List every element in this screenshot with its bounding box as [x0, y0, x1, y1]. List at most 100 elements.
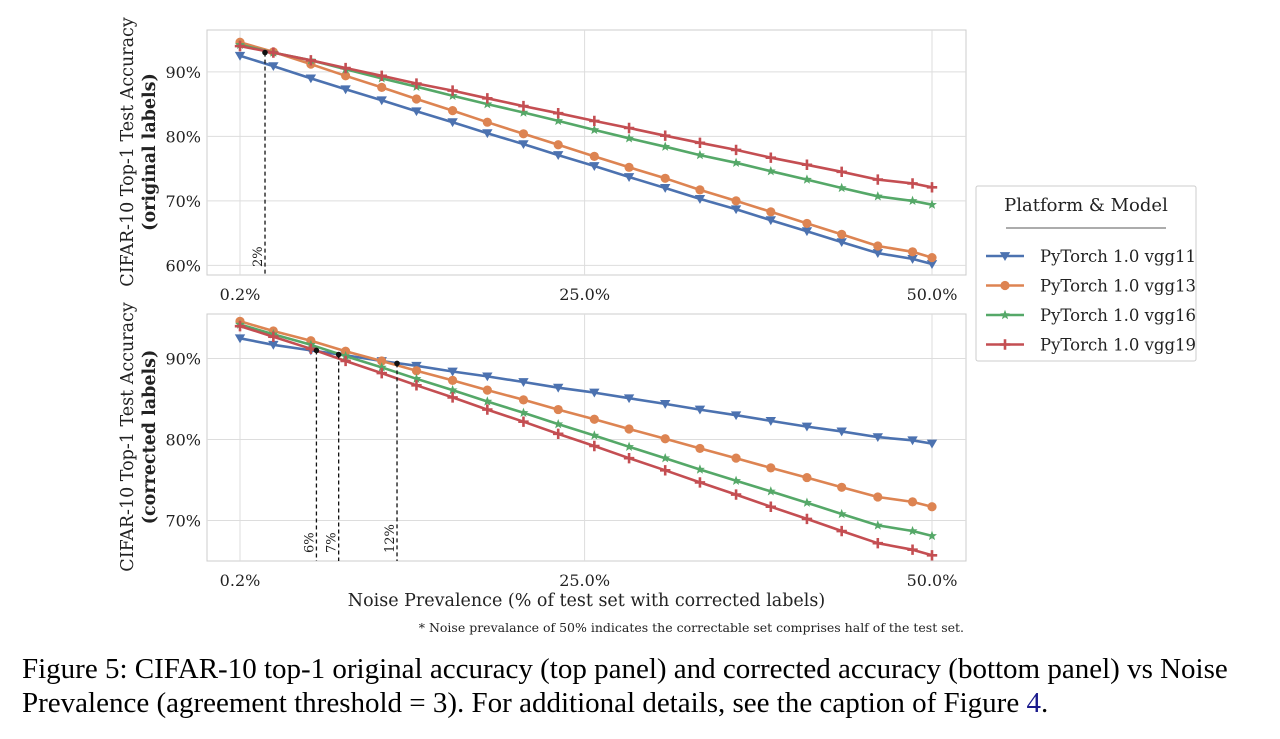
data-point: [305, 74, 317, 84]
data-point: [624, 441, 635, 452]
figure-caption: Figure 5: CIFAR-10 top-1 original accura…: [22, 652, 1262, 720]
data-point: [730, 411, 742, 421]
legend-label: PyTorch 1.0 vgg13: [1040, 277, 1196, 296]
data-point: [907, 525, 918, 536]
data-point: [695, 443, 705, 454]
data-point: [837, 229, 847, 239]
data-point: [872, 537, 884, 549]
data-point: [660, 130, 671, 141]
data-point: [623, 394, 635, 404]
chart-panels: 60% 70% 80% 90% 0.2% 25.0% 50.0% CIFAR-10 Top-1…: [118, 17, 967, 611]
legend-item-vgg19: PyTorch 1.0 vgg19: [986, 336, 1196, 355]
data-point: [482, 93, 493, 104]
data-point: [873, 492, 883, 502]
data-point: [872, 249, 884, 259]
data-point: [926, 182, 938, 193]
data-point: [589, 115, 600, 127]
figure-reference-link[interactable]: 4: [1026, 687, 1041, 719]
data-point: [836, 166, 847, 178]
data-point: [448, 375, 458, 386]
data-point: [907, 247, 918, 257]
data-point: [268, 331, 279, 342]
data-point: [695, 464, 705, 474]
y-tick-label: 80%: [165, 127, 201, 146]
data-point: [268, 62, 279, 72]
x-tick-label: 50.0%: [907, 571, 958, 590]
data-point: [872, 520, 883, 530]
data-point: [268, 47, 279, 58]
data-point: [907, 195, 918, 206]
data-point: [482, 117, 492, 127]
data-point: [836, 508, 847, 519]
data-point: [765, 486, 776, 496]
data-point: [553, 140, 563, 150]
data-point: [730, 144, 742, 156]
legend-swatch-marker: [1000, 280, 1010, 291]
y-tick-label: 90%: [165, 63, 201, 82]
data-point: [801, 174, 812, 184]
data-point: [482, 385, 492, 395]
data-point: [411, 107, 422, 117]
x-tick-label: 0.2%: [220, 285, 261, 304]
figure-svg: 60% 70% 80% 90% 0.2% 25.0% 50.0% CIFAR-10 Top-1…: [118, 17, 1197, 635]
data-point: [660, 173, 670, 183]
data-point: [765, 166, 776, 176]
data-point: [731, 196, 741, 206]
crossover-label: 12%: [383, 524, 398, 553]
series-vgg19: [234, 40, 938, 193]
x-axis-label: Noise Prevalence (% of test set with cor…: [348, 591, 825, 611]
data-point: [660, 452, 671, 463]
data-point: [589, 388, 600, 398]
legend-label: PyTorch 1.0 vgg16: [1040, 306, 1196, 325]
data-point: [411, 380, 422, 391]
legend: Platform & Model PyTorch 1.0 vgg11 PyTorc…: [975, 185, 1197, 362]
data-point: [907, 254, 918, 264]
data-point: [660, 434, 670, 444]
data-point: [482, 396, 493, 406]
series-vgg11: [234, 51, 938, 269]
data-point: [518, 100, 529, 112]
legend-title: Platform & Model: [1004, 195, 1168, 216]
data-point: [927, 252, 937, 263]
data-point: [447, 384, 458, 395]
legend-swatch-marker: [999, 339, 1011, 350]
data-point: [482, 372, 493, 382]
data-point: [553, 115, 564, 126]
data-point: [695, 149, 705, 160]
data-point: [518, 378, 529, 387]
data-point: [694, 195, 706, 204]
data-point: [305, 55, 317, 66]
legend-item-vgg11: PyTorch 1.0 vgg11: [986, 247, 1196, 266]
data-point: [926, 439, 938, 449]
y-tick-label: 60%: [165, 256, 201, 275]
data-point: [518, 107, 529, 117]
data-point: [624, 162, 634, 172]
data-point: [873, 241, 883, 251]
data-point: [553, 107, 564, 119]
legend-swatch-marker: [1000, 309, 1010, 320]
data-point: [872, 191, 883, 201]
data-point: [234, 40, 246, 52]
data-point: [872, 174, 884, 185]
crossover-point: [335, 351, 342, 358]
data-point: [589, 430, 600, 440]
data-point: [694, 137, 706, 149]
series-vgg11: [234, 334, 938, 449]
data-point: [589, 440, 600, 452]
caption-text: Figure 5: CIFAR-10 top-1 original accura…: [22, 653, 1228, 719]
data-point: [660, 184, 671, 193]
y-tick-label: 80%: [165, 431, 201, 450]
data-point: [340, 350, 351, 361]
legend-frame: [975, 185, 1197, 362]
data-point: [411, 94, 422, 104]
data-point: [695, 185, 705, 195]
plot-area-bottom: [206, 313, 967, 562]
caption-end: .: [1040, 687, 1049, 719]
x-tick-label: 25.0%: [559, 285, 610, 304]
y-axis-label: CIFAR-10 Top-1 Test Accuracy: [118, 17, 138, 287]
data-point: [730, 489, 742, 500]
data-point: [765, 501, 777, 512]
series-vgg13: [235, 316, 937, 512]
data-point: [341, 71, 351, 81]
y-tick-label: 70%: [165, 512, 201, 531]
